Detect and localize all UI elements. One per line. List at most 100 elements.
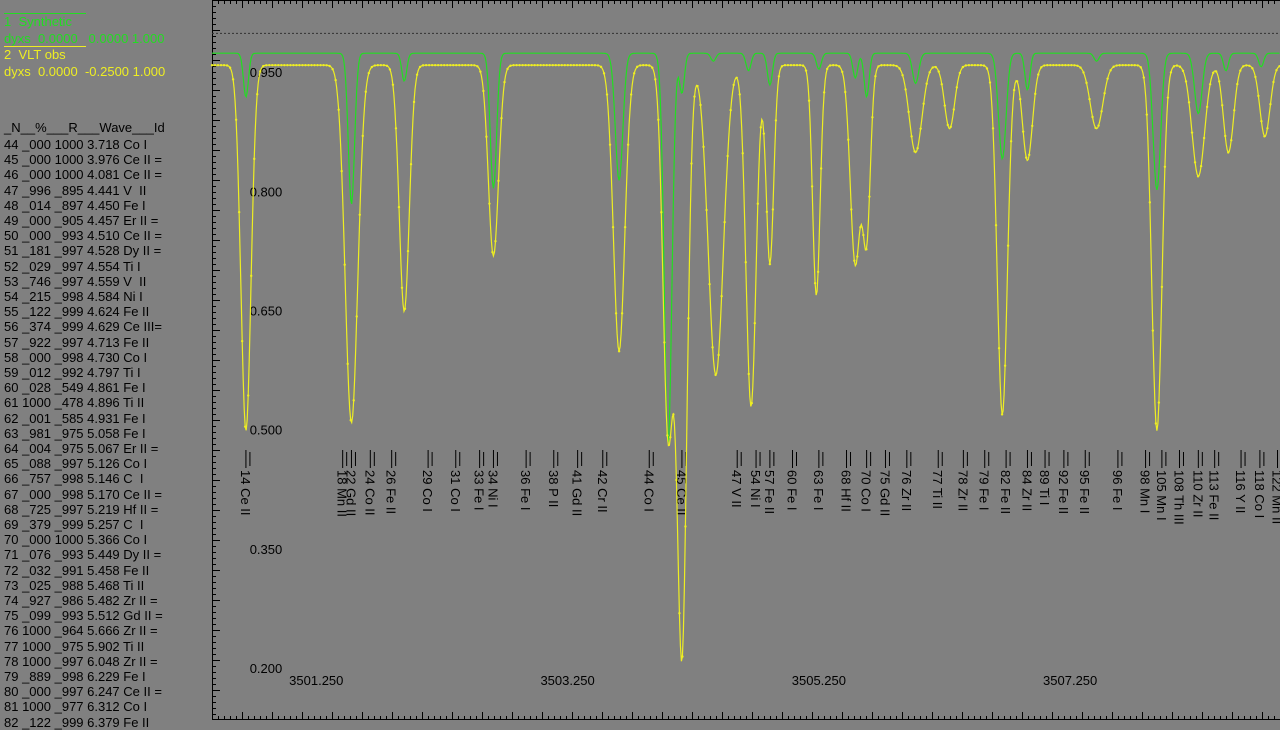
data-point — [277, 64, 279, 66]
data-point — [1227, 151, 1229, 153]
data-point — [814, 282, 816, 284]
data-point — [986, 67, 988, 69]
data-point — [856, 255, 858, 257]
observed-series-line — [212, 65, 1280, 661]
data-point — [675, 479, 677, 481]
data-point — [407, 250, 409, 252]
data-point — [482, 90, 484, 92]
data-point — [1079, 66, 1081, 68]
y-tick-label: 0.500 — [250, 423, 283, 438]
line-id-label: 22 Gd II — [343, 470, 358, 516]
data-point — [781, 65, 783, 67]
data-point — [648, 64, 650, 66]
data-point — [1034, 93, 1036, 95]
data-point — [582, 64, 584, 66]
data-point — [1043, 64, 1045, 66]
y-tick-label: 0.350 — [250, 542, 283, 557]
line-id-label: 57 Fe II — [762, 470, 777, 514]
data-point — [1269, 103, 1271, 105]
data-point — [365, 91, 367, 93]
line-id-label: 122 Mn II — [1269, 470, 1280, 524]
data-point — [588, 64, 590, 66]
data-point — [977, 64, 979, 66]
data-point — [1121, 64, 1123, 66]
data-point — [389, 68, 391, 70]
data-point — [871, 116, 873, 118]
line-id-label: 36 Fe I — [518, 470, 533, 510]
data-point — [567, 64, 569, 66]
data-point — [1131, 64, 1133, 66]
data-point — [443, 64, 445, 66]
data-point — [226, 64, 228, 66]
data-point — [1266, 127, 1268, 129]
data-point — [1134, 64, 1136, 66]
data-point — [527, 64, 529, 66]
data-point — [524, 64, 526, 66]
data-point — [678, 612, 680, 614]
data-point — [862, 234, 864, 236]
data-point — [1212, 72, 1214, 74]
line-id-label: 14 Ce II — [238, 470, 253, 516]
data-point — [1019, 98, 1021, 100]
data-point — [941, 83, 943, 85]
data-point — [702, 146, 704, 148]
line-id-label: 105 Mn I — [1154, 470, 1169, 521]
data-point — [883, 64, 885, 66]
data-point — [1275, 69, 1277, 71]
data-point — [742, 152, 744, 154]
data-point — [235, 119, 237, 121]
data-point — [1191, 131, 1193, 133]
data-point — [1106, 77, 1108, 79]
data-point — [325, 64, 327, 66]
data-point — [603, 72, 605, 74]
data-point — [452, 64, 454, 66]
data-point — [1010, 140, 1012, 142]
data-point — [1242, 65, 1244, 67]
data-point — [530, 64, 532, 66]
data-point — [1272, 81, 1274, 83]
data-point — [298, 64, 300, 66]
line-id-label: 31 Co I — [448, 470, 463, 512]
data-point — [1028, 154, 1030, 156]
data-point — [1022, 130, 1024, 132]
data-point — [271, 64, 273, 66]
data-point — [431, 64, 433, 66]
data-point — [1236, 83, 1238, 85]
data-point — [1218, 80, 1220, 82]
line-id-label: 63 Fe I — [811, 470, 826, 510]
data-point — [714, 374, 716, 376]
data-point — [802, 64, 804, 66]
data-point — [485, 136, 487, 138]
data-point — [570, 64, 572, 66]
line-id-label: 24 Co II — [362, 470, 377, 516]
data-point — [401, 287, 403, 289]
data-point — [558, 64, 560, 66]
data-point — [627, 144, 629, 146]
data-point — [639, 64, 641, 66]
line-id-label: 26 Fe II — [384, 470, 399, 514]
data-point — [353, 399, 355, 401]
data-point — [624, 226, 626, 228]
data-point — [989, 81, 991, 83]
data-point — [1170, 71, 1172, 73]
data-point — [1094, 127, 1096, 129]
data-point — [410, 163, 412, 165]
data-point — [350, 419, 352, 421]
data-point — [301, 64, 303, 66]
data-point — [633, 72, 635, 74]
x-tick-label: 3501.250 — [289, 673, 343, 688]
data-point — [1055, 64, 1057, 66]
data-point — [769, 263, 771, 265]
data-point — [437, 64, 439, 66]
data-point — [645, 64, 647, 66]
data-point — [859, 226, 861, 228]
data-point — [295, 64, 297, 66]
data-point — [1061, 64, 1063, 66]
data-point — [1260, 120, 1262, 122]
line-id-label: 108 Th III — [1171, 470, 1186, 525]
data-point — [552, 64, 554, 66]
data-point — [503, 81, 505, 83]
line-id-label: 118 Co I — [1252, 470, 1267, 518]
data-point — [720, 295, 722, 297]
data-point — [473, 64, 475, 66]
